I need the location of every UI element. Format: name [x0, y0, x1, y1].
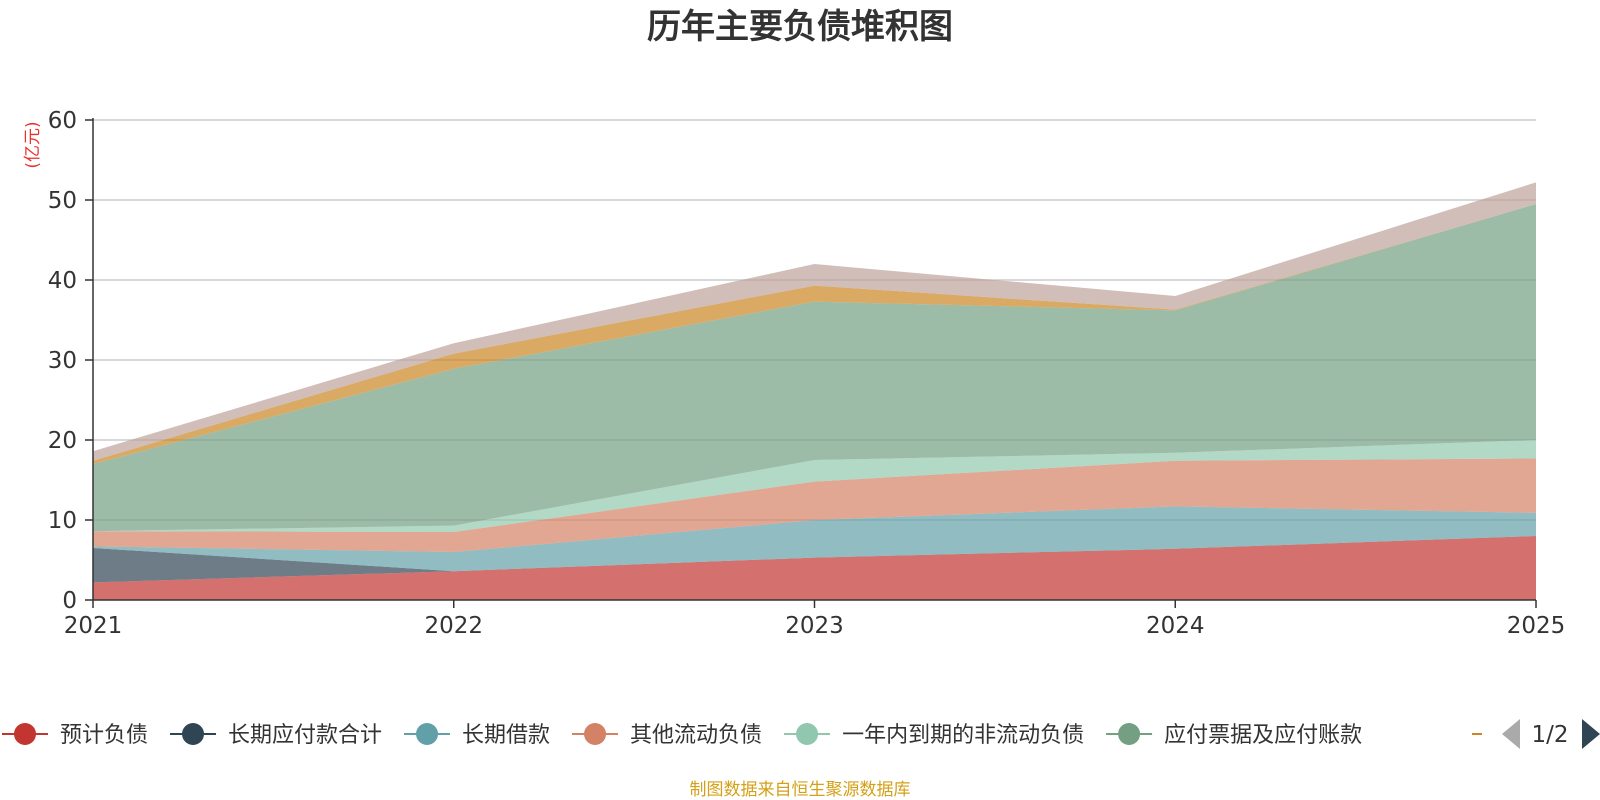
y-axis-label: (亿元): [23, 121, 43, 168]
y-tick-label: 0: [62, 588, 77, 614]
area-series-2: [93, 506, 1536, 572]
legend-item-label[interactable]: 一年内到期的非流动负债: [842, 723, 1084, 748]
legend-marker: [182, 723, 205, 745]
legend-marker: [14, 723, 36, 745]
area-series-4: [93, 440, 1536, 532]
x-tick-label: 2025: [1507, 613, 1566, 639]
axes: 0 10 20 30 40 50 60 2021 2022 2023 2024 2025: [48, 108, 1566, 639]
area-series: [93, 182, 1536, 600]
legend-next-icon[interactable]: [1582, 719, 1600, 749]
y-tick-label: 20: [48, 428, 77, 454]
area-series-5: [93, 204, 1536, 532]
y-tick-label: 30: [48, 348, 77, 374]
chart-title: 历年主要负债堆积图: [647, 7, 953, 47]
legend-marker: [584, 723, 607, 745]
x-tick-label: 2023: [785, 613, 844, 639]
legend-item-label[interactable]: 预计负债: [60, 723, 148, 748]
legend-marker: [796, 723, 819, 745]
legend-pager: 1/2: [1502, 719, 1600, 749]
legend-item-label[interactable]: 应付票据及应付账款: [1164, 723, 1362, 748]
y-tick-label: 10: [48, 508, 77, 534]
x-tick-label: 2022: [424, 613, 483, 639]
y-tick-label: 60: [48, 108, 77, 134]
legend-page-indicator: 1/2: [1531, 722, 1568, 748]
y-tick-label: 50: [48, 188, 77, 214]
legend-prev-icon[interactable]: [1502, 719, 1520, 749]
source-note: 制图数据来自恒生聚源数据库: [690, 780, 911, 800]
x-tick-label: 2021: [64, 613, 123, 639]
legend-marker: [1118, 723, 1141, 745]
legend-item-label[interactable]: 长期借款: [462, 723, 550, 748]
legend: 预计负债 长期应付款合计 长期借款 其他流动负债 一年内到期的非流动负债 应付票据及应付账…: [2, 723, 1482, 748]
legend-marker: [416, 723, 439, 745]
area-series-3: [93, 458, 1536, 552]
area-series-1: [93, 536, 1536, 583]
x-tick-label: 2024: [1146, 613, 1205, 639]
legend-item-label[interactable]: 长期应付款合计: [228, 723, 382, 748]
legend-item-label[interactable]: 其他流动负债: [630, 723, 762, 748]
area-series-0: [93, 536, 1536, 600]
y-tick-label: 40: [48, 268, 77, 294]
